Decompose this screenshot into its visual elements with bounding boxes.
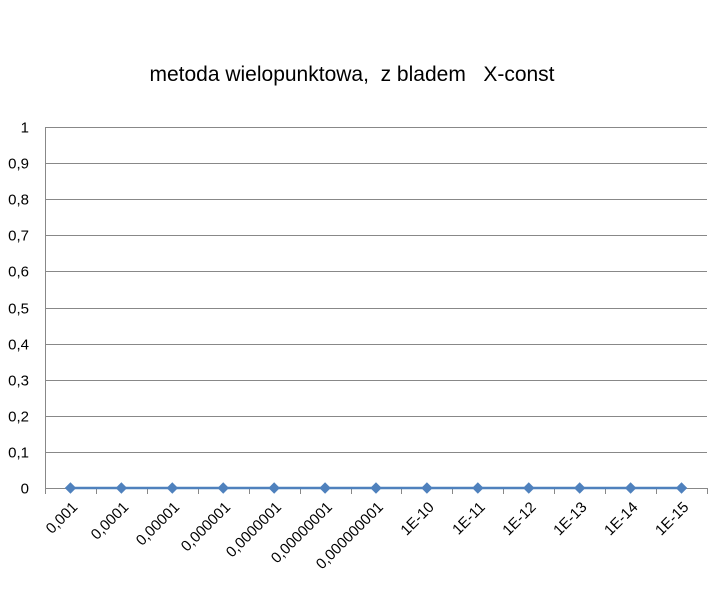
x-tick-label: 1E-10	[397, 499, 437, 539]
y-tick-label: 0,9	[8, 156, 29, 173]
y-axis-ticks: 0 0,1 0,2 0,3 0,4 0,5 0,6 0,7 0,8 0,9 1	[8, 120, 29, 498]
x-tick-label: 1E-12	[499, 499, 539, 539]
x-tick-label: 0,0001	[88, 499, 132, 543]
x-tick-label: 1E-14	[601, 499, 641, 539]
y-tick-label: 0,5	[8, 301, 29, 318]
x-tick-label: 1E-13	[550, 499, 590, 539]
data-point	[64, 482, 77, 494]
x-tick-label: 0,001	[43, 499, 82, 538]
data-point	[421, 482, 433, 494]
data-point	[166, 482, 179, 494]
x-tick-label: 1E-11	[449, 499, 489, 539]
data-point	[472, 482, 484, 494]
y-tick-label: 0,7	[8, 228, 29, 245]
y-tick-label: 0,4	[8, 337, 29, 354]
y-tick-label: 0	[21, 481, 29, 498]
y-tick-label: 0,2	[8, 409, 29, 426]
data-point	[217, 482, 229, 494]
series-layer	[64, 482, 688, 494]
y-tick-label: 0,3	[8, 373, 29, 390]
y-tick-label: 0,8	[8, 192, 29, 209]
chart-title: metoda wielopunktowa, z bladem X-const	[149, 63, 554, 86]
data-point	[370, 482, 382, 494]
data-point	[675, 482, 688, 494]
y-tick-label: 1	[21, 120, 29, 137]
data-point	[624, 482, 637, 494]
x-tick-label: 1E-15	[652, 499, 692, 539]
data-point	[268, 482, 280, 494]
x-axis-ticks: 0,001 0,0001 0,000010,0000010,00000010,000…	[43, 499, 693, 573]
x-tick-label: 0,00001	[133, 499, 183, 549]
data-point	[573, 482, 586, 494]
y-tick-label: 0,6	[8, 264, 29, 281]
grid-lines	[45, 127, 708, 494]
data-point	[319, 482, 331, 494]
data-point	[523, 482, 535, 494]
data-point	[115, 482, 128, 494]
y-tick-label: 0,1	[8, 445, 29, 462]
